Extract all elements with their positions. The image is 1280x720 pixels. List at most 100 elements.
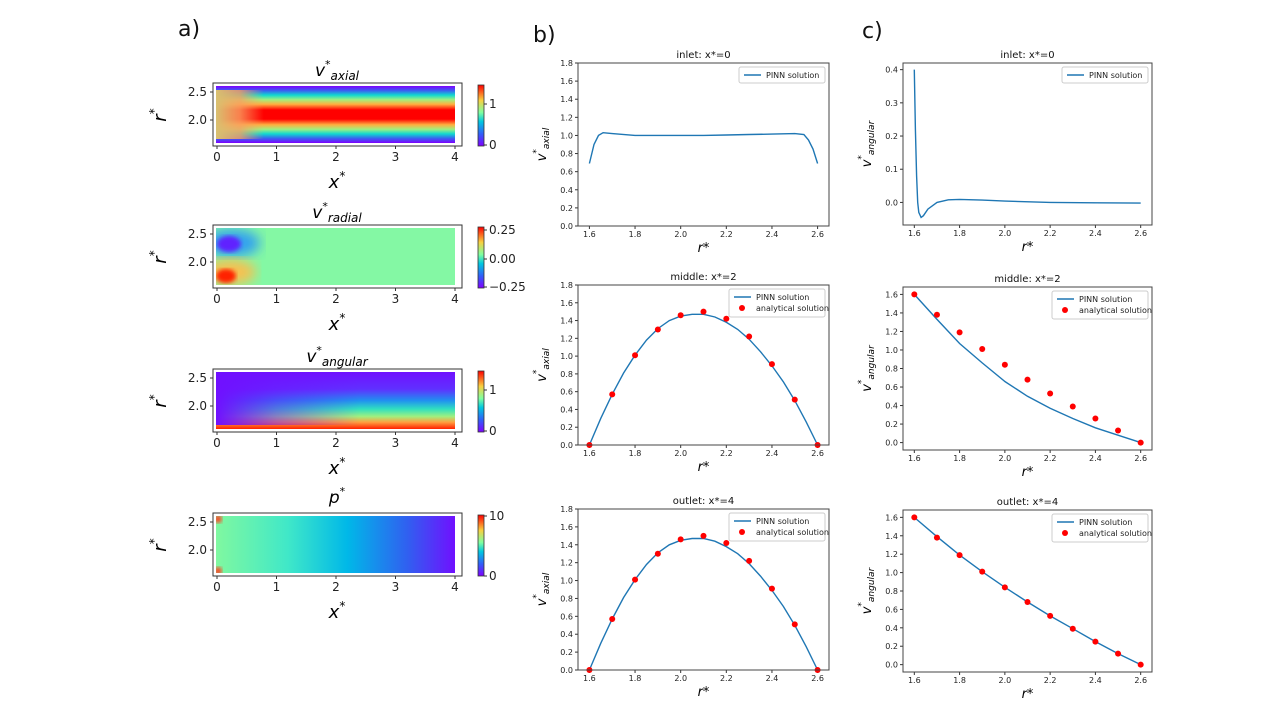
legend-dot-swatch (1062, 307, 1068, 313)
analytical-solution-point (1115, 650, 1122, 657)
analytical-solution-point (911, 514, 918, 521)
x-tick-label: 2.0 (674, 449, 687, 458)
y-tick-label: 0.0 (560, 441, 573, 450)
y-tick-label: 1.4 (885, 309, 898, 318)
x-tick-label: 3 (392, 292, 400, 306)
analytical-solution-point (1001, 361, 1008, 368)
y-tick-label: 2.5 (188, 371, 207, 385)
y-axis-label: r* (147, 394, 171, 407)
y-axis-label: v*axial (532, 127, 552, 161)
analytical-solution-point (723, 539, 730, 546)
x-tick-label: 2.2 (720, 449, 733, 458)
legend: PINN solution (738, 66, 826, 84)
y-tick-label: 0.2 (560, 204, 573, 213)
y-tick-label: 1.6 (560, 299, 573, 308)
y-tick-label: 0.4 (885, 66, 898, 75)
colorbar-tick-label: −0.25 (489, 280, 526, 294)
positive-core (216, 269, 236, 283)
legend-entry: analytical solution (1079, 306, 1152, 315)
analytical-solution-point (1001, 584, 1008, 591)
y-tick-label: 0.3 (885, 99, 898, 108)
y-tick-label: 0.6 (560, 388, 573, 397)
x-tick-label: 1.6 (583, 449, 596, 458)
colorbar-tick-label: 10 (489, 509, 504, 523)
colorbar-tick-label: 0 (489, 424, 497, 438)
y-tick-label: 0.4 (560, 186, 573, 195)
profile-plot-b-1: middle: x*=2 1.6 1.8 2.0 2.2 2.4 2.6 0.0 0.2 0.4 0… (532, 272, 830, 475)
x-axis-label: r* (1022, 687, 1034, 702)
x-tick-label: 0 (213, 436, 221, 450)
legend-entry: PINN solution (1089, 71, 1142, 80)
y-tick-label: 1.4 (560, 317, 573, 326)
panel-label-b: b) (533, 23, 556, 48)
x-tick-label: 3 (392, 436, 400, 450)
heatmap-frame (212, 224, 463, 289)
y-axis-label: r* (147, 538, 171, 551)
y-tick-label: 1.4 (560, 541, 573, 550)
x-axis-label: x* (328, 169, 346, 193)
y-tick-label: 2.5 (188, 227, 207, 241)
y-tick-label: 2.5 (188, 85, 207, 99)
x-axis-label: r* (698, 460, 710, 475)
analytical-solution-point (677, 536, 684, 543)
legend-entry: analytical solution (756, 528, 829, 537)
analytical-solution-point (1047, 612, 1054, 619)
colorbar-tick-label: 1 (489, 97, 497, 111)
plot-frame (577, 62, 830, 227)
legend-box (1051, 290, 1149, 320)
pinn-solution-line (913, 293, 1141, 444)
y-tick-label: 0.0 (885, 198, 898, 207)
legend-entry: analytical solution (1079, 529, 1152, 538)
colorbar-gradient (477, 370, 485, 433)
x-tick-label: 2.4 (1089, 229, 1102, 238)
panel-label-a: a) (178, 17, 200, 42)
y-axis-label: v*angular (857, 119, 877, 167)
y-tick-label: 0.8 (885, 587, 898, 596)
field-image (216, 516, 455, 573)
legend-box (728, 288, 826, 318)
y-tick-label: 0.0 (560, 222, 573, 231)
pinn-solution-line (913, 69, 1141, 219)
colorbar: 0.25 0.00 −0.25 (477, 223, 526, 294)
x-tick-label: 1.6 (908, 676, 921, 685)
colorbar-tick-label: 1 (489, 383, 497, 397)
analytical-solution-point (791, 621, 798, 628)
colorbar-tick-label: 0 (489, 569, 497, 583)
analytical-solution-point (746, 333, 753, 340)
legend: PINN solution (1061, 66, 1149, 84)
y-tick-label: 0.0 (560, 666, 573, 675)
x-tick-label: 2.2 (1044, 229, 1057, 238)
x-axis-label: r* (1022, 240, 1034, 255)
legend-box (1051, 513, 1149, 543)
x-tick-label: 1.8 (629, 230, 642, 239)
analytical-solution-point (1047, 390, 1054, 397)
analytical-solution-point (609, 616, 616, 623)
plot-frame (577, 284, 830, 446)
x-tick-label: 1.8 (629, 449, 642, 458)
y-tick-label: 2.0 (188, 543, 207, 557)
y-tick-label: 2.5 (188, 515, 207, 529)
analytical-solution-point (933, 534, 940, 541)
y-tick-label: 1.0 (885, 346, 898, 355)
y-tick-label: 1.0 (885, 569, 898, 578)
x-tick-label: 3 (392, 150, 400, 164)
legend-entry: PINN solution (756, 293, 809, 302)
x-tick-label: 2 (332, 292, 340, 306)
x-tick-label: 0 (213, 150, 221, 164)
x-tick-label: 2.0 (998, 676, 1011, 685)
y-tick-label: 2.0 (188, 113, 207, 127)
y-tick-label: 0.1 (885, 165, 898, 174)
y-tick-label: 0.6 (885, 605, 898, 614)
plot-title: middle: x*=2 (670, 272, 736, 283)
x-tick-label: 2.6 (811, 449, 824, 458)
legend-box (728, 512, 826, 542)
y-tick-label: 0.6 (560, 168, 573, 177)
x-tick-label: 1 (273, 580, 281, 594)
legend: PINN solution analytical solution (728, 288, 829, 318)
y-tick-label: 1.2 (560, 113, 573, 122)
x-axis-label: x* (328, 599, 346, 623)
legend-entry: PINN solution (1079, 518, 1132, 527)
y-tick-label: 1.6 (560, 77, 573, 86)
pinn-solution-line (588, 313, 819, 446)
